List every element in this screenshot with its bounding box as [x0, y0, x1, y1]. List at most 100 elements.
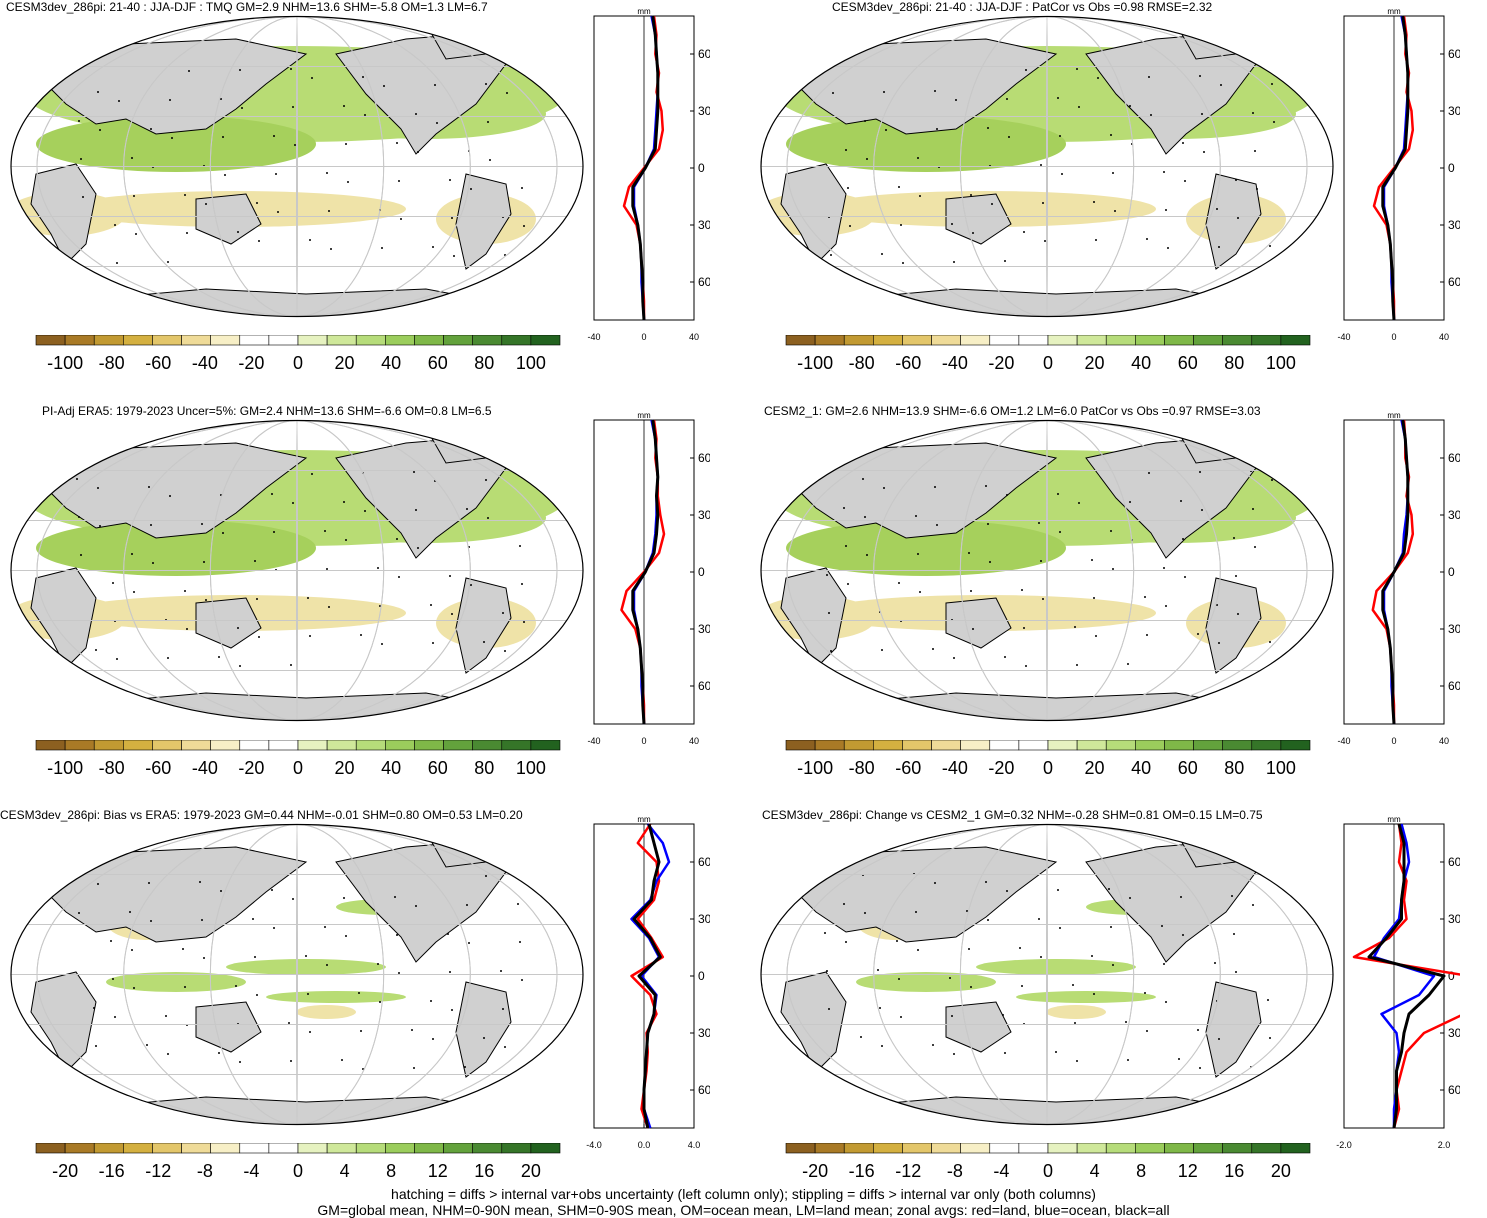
stipple-dot [116, 262, 118, 264]
stipple-dot [345, 539, 347, 541]
stipple-dot [150, 128, 152, 130]
panel-title: CESM3dev_286pi: 21-40 : JJA-DJF : TMQ GM… [6, 0, 488, 14]
graticule-lon [873, 824, 1221, 1125]
stipple-dot [398, 180, 400, 182]
stipple-dot [1237, 217, 1239, 219]
stipple-dot [900, 1016, 902, 1018]
stipple-dot [341, 1059, 343, 1061]
stipple-dot [1254, 150, 1256, 152]
stipple-dot [292, 106, 294, 108]
stipple-dot [345, 143, 347, 145]
colorbar-swatch [1105, 1143, 1136, 1154]
graticule-lon [1046, 16, 1048, 317]
colorbar-swatch [123, 1143, 153, 1154]
stipple-dot [131, 553, 133, 555]
lat-tick-label: 30S [1448, 1026, 1460, 1040]
stipple-dot [188, 70, 190, 72]
stipple-dot [849, 225, 851, 227]
x-tick-label: 0 [1391, 332, 1396, 342]
colorbar-label: 40 [1131, 353, 1151, 373]
lat-tick-label: 0 [1448, 565, 1455, 579]
stipple-dot [129, 911, 131, 913]
stipple-dot [896, 940, 898, 942]
stipple-dot [271, 493, 273, 495]
colorbar-label: -100 [47, 353, 83, 373]
colorbar-swatch [35, 1143, 66, 1154]
colorbar-swatch [989, 1143, 1020, 1154]
colorbar-label: -4 [993, 1161, 1009, 1181]
stipple-dot [1271, 83, 1273, 85]
stipple-dot [78, 120, 80, 122]
stipple-dot [1061, 173, 1063, 175]
stipple-dot [436, 122, 438, 124]
stipple-dot [95, 1045, 97, 1047]
stipple-dot [133, 987, 135, 989]
stipple-dot [883, 91, 885, 93]
stipple-dot [131, 949, 133, 951]
colorbar-label: 100 [516, 353, 546, 373]
stipple-dot [411, 1029, 413, 1031]
stipple-dot [305, 955, 307, 957]
stipple-dot [290, 68, 292, 70]
x-tick-label: -2.0 [1336, 1140, 1352, 1150]
stipple-dot [184, 194, 186, 196]
stipple-dot [97, 91, 99, 93]
stipple-dot [487, 121, 489, 123]
colorbar: -100 -80 -60 -40 -20 0 20 40 60 80 100 [785, 740, 1311, 778]
stipple-dot [845, 545, 847, 547]
stipple-dot [1178, 1058, 1180, 1060]
stipple-dot [294, 144, 296, 146]
graticule-lon [873, 420, 1221, 721]
stipple-dot [360, 634, 362, 636]
stipple-dot [290, 1060, 292, 1062]
graticule-lon [209, 16, 385, 317]
stipple-dot [1114, 210, 1116, 212]
colorbar-swatch [239, 1143, 270, 1154]
stipple-dot [241, 107, 243, 109]
colorbar-label: 80 [1224, 353, 1244, 373]
stipple-dot [1125, 1021, 1127, 1023]
colorbar-swatch [268, 740, 299, 751]
colorbar-label: -12 [895, 1161, 921, 1181]
stipple-dot [114, 224, 116, 226]
colorbar-label: 80 [474, 353, 494, 373]
land-south-america [1205, 981, 1262, 1078]
colorbar-label: -40 [192, 758, 218, 778]
colorbar-label: -40 [192, 353, 218, 373]
stipple-dot [112, 582, 114, 584]
stipple-dot [381, 247, 383, 249]
stipple-dot [148, 486, 150, 488]
lat-tick-label: 0 [698, 161, 705, 175]
stipple-dot [826, 574, 828, 576]
stipple-dot [1237, 613, 1239, 615]
land-south-america [455, 577, 512, 674]
stipple-dot [186, 628, 188, 630]
colorbar-swatch [35, 740, 66, 751]
stipple-dot [881, 1045, 883, 1047]
colorbar-label: 12 [428, 1161, 448, 1181]
stipple-dot [468, 942, 470, 944]
stipple-dot [1004, 1052, 1006, 1054]
colorbar-swatch [181, 1143, 211, 1154]
land-eurasia [35, 442, 308, 539]
stipple-dot [292, 898, 294, 900]
zonal-average-plot: mm 60N 30N 0 30S 60S -4.0 0.0 4.0 [586, 815, 710, 1150]
stipple-dot [1129, 897, 1131, 899]
land-africa [780, 971, 847, 1073]
world-map [10, 419, 584, 722]
stipple-dot [1110, 926, 1112, 928]
land-africa [30, 163, 97, 265]
moist-band-asia [36, 520, 316, 576]
stipple-dot [237, 627, 239, 629]
units-label: mm [1387, 815, 1401, 824]
colorbar-swatch [1164, 1143, 1194, 1154]
stipple-dot [991, 203, 993, 205]
stipple-dot [364, 114, 366, 116]
stipple-dot [165, 1015, 167, 1017]
stipple-dot [1220, 84, 1222, 86]
colorbar-label: 20 [335, 353, 355, 373]
stipple-dot [830, 650, 832, 652]
stipple-dot [845, 149, 847, 151]
stipple-dot [1006, 494, 1008, 496]
colorbar-swatch [326, 1143, 357, 1154]
